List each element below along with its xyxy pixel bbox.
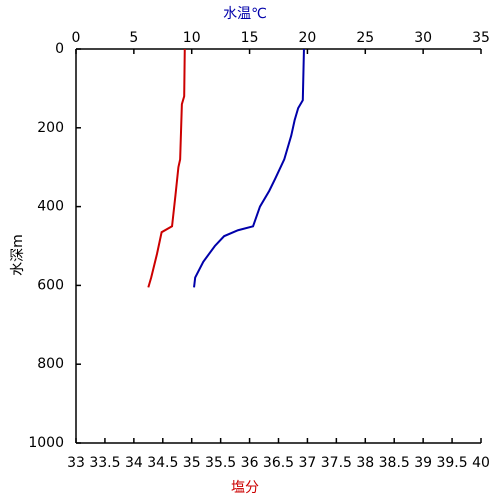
x2-tick-label: 35 bbox=[472, 30, 490, 46]
x2-tick-label: 10 bbox=[183, 30, 201, 46]
x2-tick-label: 30 bbox=[414, 30, 432, 46]
top-axis-label: 水温℃ bbox=[223, 6, 267, 22]
x-tick-label: 39.5 bbox=[436, 455, 467, 471]
y-tick-label: 1000 bbox=[28, 435, 64, 451]
y-tick-label: 600 bbox=[37, 277, 64, 293]
x-tick-label: 40 bbox=[472, 455, 490, 471]
x2-tick-label: 0 bbox=[72, 30, 81, 46]
profile-line bbox=[147, 48, 186, 288]
x2-tick-label: 15 bbox=[241, 30, 259, 46]
y-tick-label: 0 bbox=[55, 41, 64, 57]
y-axis-label: 水深m bbox=[10, 234, 26, 276]
y-tick-label: 200 bbox=[37, 120, 64, 136]
x-tick-label: 33 bbox=[67, 455, 85, 471]
profile-line bbox=[193, 48, 305, 288]
x-tick-label: 35.5 bbox=[205, 455, 236, 471]
x-tick-label: 38.5 bbox=[379, 455, 410, 471]
x-tick-label: 36.5 bbox=[263, 455, 294, 471]
x2-tick-label: 25 bbox=[356, 30, 374, 46]
x-tick-label: 38 bbox=[356, 455, 374, 471]
x-tick-label: 33.5 bbox=[89, 455, 120, 471]
y-tick-label: 400 bbox=[37, 199, 64, 215]
x-tick-label: 37 bbox=[299, 455, 317, 471]
x2-tick-label: 20 bbox=[299, 30, 317, 46]
x-tick-label: 35 bbox=[183, 455, 201, 471]
x-tick-label: 34 bbox=[125, 455, 143, 471]
x-tick-label: 37.5 bbox=[321, 455, 352, 471]
y-tick-label: 800 bbox=[37, 356, 64, 372]
x-tick-label: 36 bbox=[241, 455, 259, 471]
bottom-axis-label: 塩分 bbox=[231, 480, 259, 496]
x2-tick-label: 5 bbox=[129, 30, 138, 46]
x-tick-label: 34.5 bbox=[147, 455, 178, 471]
x-tick-label: 39 bbox=[414, 455, 432, 471]
